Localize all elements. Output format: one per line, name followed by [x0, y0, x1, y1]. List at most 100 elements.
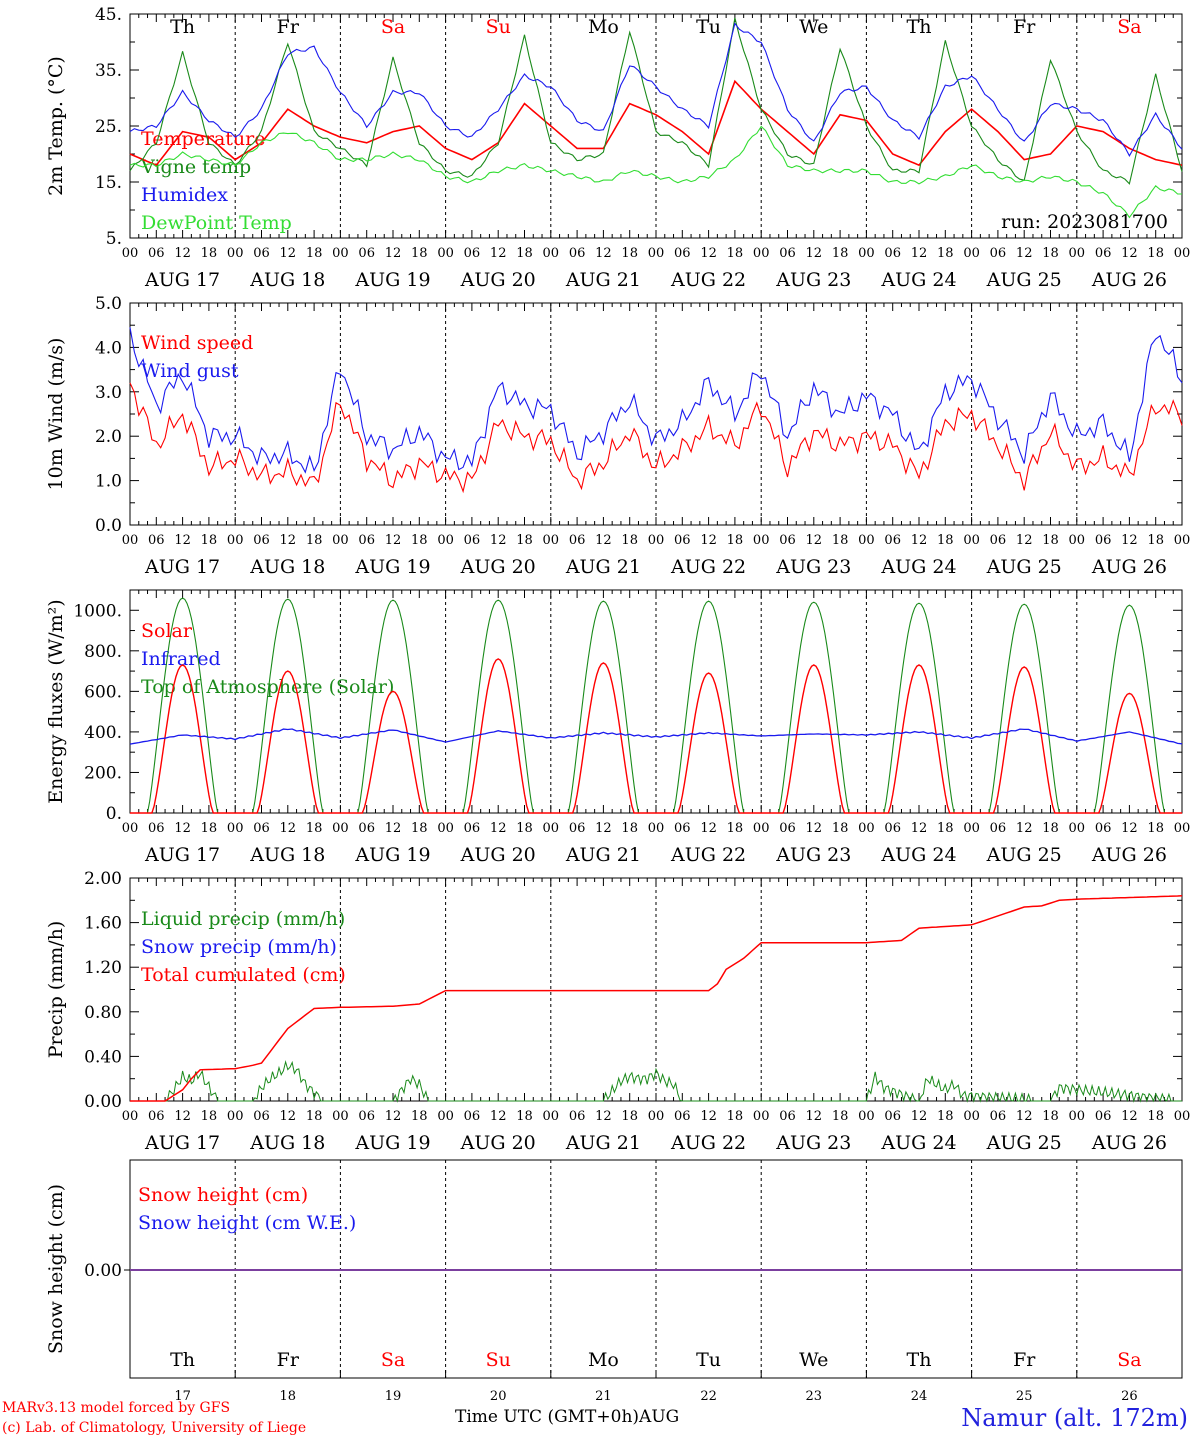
legend-entry: Snow height (cm)	[138, 1184, 308, 1206]
hour-tick-label: 00	[332, 1109, 349, 1124]
hour-tick-label: 18	[411, 821, 428, 836]
hour-tick-label: 00	[753, 821, 770, 836]
legend-entry: DewPoint Temp	[141, 212, 292, 234]
weekday-label: Fr	[1013, 1349, 1036, 1371]
hour-tick-label: 12	[1016, 1109, 1033, 1124]
hour-tick-label: 00	[332, 533, 349, 548]
hour-tick-label: 12	[1016, 533, 1033, 548]
hour-tick-label: 12	[490, 246, 507, 261]
weekday-label: Tu	[696, 1349, 721, 1371]
series-line-total-cumulated	[130, 895, 1183, 1102]
hour-tick-label: 18	[306, 533, 323, 548]
date-label: AUG 17	[144, 844, 220, 866]
date-label: AUG 26	[1091, 269, 1167, 291]
legend-entry: Snow height (cm W.E.)	[138, 1212, 356, 1234]
date-label: AUG 24	[880, 269, 956, 291]
hour-tick-label: 00	[437, 246, 454, 261]
hour-tick-label: 18	[727, 533, 744, 548]
y-tick-label: 4.0	[95, 338, 122, 358]
date-label: AUG 26	[1091, 556, 1167, 578]
date-label: AUG 19	[354, 844, 430, 866]
hour-tick-label: 18	[1042, 533, 1059, 548]
day-number-label: 17	[174, 1389, 191, 1404]
hour-tick-label: 18	[832, 821, 849, 836]
legend-entry: Vigne temp	[140, 156, 251, 178]
hour-tick-label: 00	[437, 533, 454, 548]
weekday-label: Fr	[277, 16, 300, 38]
y-tick-label: 400.	[84, 723, 122, 743]
legend-entry: Snow precip (mm/h)	[141, 936, 337, 958]
hour-tick-label: 12	[700, 1109, 717, 1124]
weekday-label: Sa	[381, 1349, 405, 1371]
date-label: AUG 19	[354, 269, 430, 291]
y-axis-label: 2m Temp. (°C)	[45, 56, 67, 196]
hour-tick-label: 06	[884, 533, 901, 548]
date-label: AUG 21	[565, 1132, 641, 1154]
legend-entry: Wind speed	[141, 332, 253, 354]
hour-tick-label: 12	[385, 246, 402, 261]
date-label: AUG 20	[460, 844, 536, 866]
hour-tick-label: 18	[832, 533, 849, 548]
weekday-label: Mo	[588, 1349, 619, 1371]
hour-tick-label: 18	[832, 1109, 849, 1124]
y-tick-label: 5.	[106, 229, 122, 249]
hour-tick-label: 18	[937, 246, 954, 261]
hour-tick-label: 06	[674, 1109, 691, 1124]
site-label: Namur (alt. 172m)	[961, 1404, 1188, 1432]
weekday-label: Tu	[696, 16, 721, 38]
hour-tick-label: 00	[1069, 246, 1086, 261]
hour-tick-label: 00	[227, 246, 244, 261]
date-label: AUG 20	[460, 1132, 536, 1154]
y-tick-label: 15.	[95, 173, 122, 193]
hour-tick-label: 12	[490, 821, 507, 836]
hour-tick-label: 06	[779, 533, 796, 548]
hour-tick-label: 06	[253, 246, 270, 261]
hour-tick-label: 18	[1147, 246, 1164, 261]
hour-tick-label: 00	[753, 533, 770, 548]
hour-tick-label: 12	[174, 821, 191, 836]
hour-tick-label: 12	[595, 246, 612, 261]
hour-tick-label: 12	[806, 821, 823, 836]
hour-tick-label: 18	[306, 246, 323, 261]
y-axis-label: 10m Wind (m/s)	[45, 338, 67, 491]
hour-tick-label: 12	[911, 1109, 928, 1124]
y-tick-label: 600.	[84, 682, 122, 702]
hour-tick-label: 18	[1147, 533, 1164, 548]
hour-tick-label: 00	[1069, 1109, 1086, 1124]
hour-tick-label: 00	[122, 821, 139, 836]
legend-entry: Infrared	[141, 648, 221, 670]
lab-credit: (c) Lab. of Climatology, University of L…	[2, 1420, 307, 1436]
hour-tick-label: 00	[1174, 533, 1191, 548]
hour-tick-label: 12	[385, 533, 402, 548]
legend-entry: Humidex	[141, 184, 228, 206]
date-label: AUG 20	[460, 269, 536, 291]
hour-tick-label: 12	[700, 821, 717, 836]
date-label: AUG 19	[354, 1132, 430, 1154]
hour-tick-label: 00	[753, 1109, 770, 1124]
hour-tick-label: 18	[1147, 1109, 1164, 1124]
hour-tick-label: 06	[1095, 246, 1112, 261]
hour-tick-label: 18	[727, 821, 744, 836]
hour-tick-label: 06	[569, 821, 586, 836]
hour-tick-label: 06	[464, 1109, 481, 1124]
date-label: AUG 17	[144, 269, 220, 291]
y-tick-label: 2.00	[84, 869, 122, 889]
hour-tick-label: 12	[280, 533, 297, 548]
date-label: AUG 18	[249, 1132, 325, 1154]
series-line-wind-speed	[129, 382, 1183, 494]
hour-tick-label: 12	[1121, 1109, 1138, 1124]
hour-tick-label: 00	[648, 246, 665, 261]
day-number-label: 22	[700, 1389, 717, 1404]
hour-tick-label: 06	[884, 821, 901, 836]
hour-tick-label: 18	[621, 1109, 638, 1124]
date-label: AUG 25	[986, 556, 1062, 578]
hour-tick-label: 06	[569, 1109, 586, 1124]
hour-tick-label: 18	[1042, 246, 1059, 261]
y-tick-label: 1.20	[84, 958, 122, 978]
day-number-label: 20	[490, 1389, 507, 1404]
date-label: AUG 26	[1091, 1132, 1167, 1154]
day-number-label: 21	[595, 1389, 612, 1404]
y-tick-label: 0.80	[84, 1003, 122, 1023]
hour-tick-label: 18	[727, 1109, 744, 1124]
hour-tick-label: 18	[937, 821, 954, 836]
